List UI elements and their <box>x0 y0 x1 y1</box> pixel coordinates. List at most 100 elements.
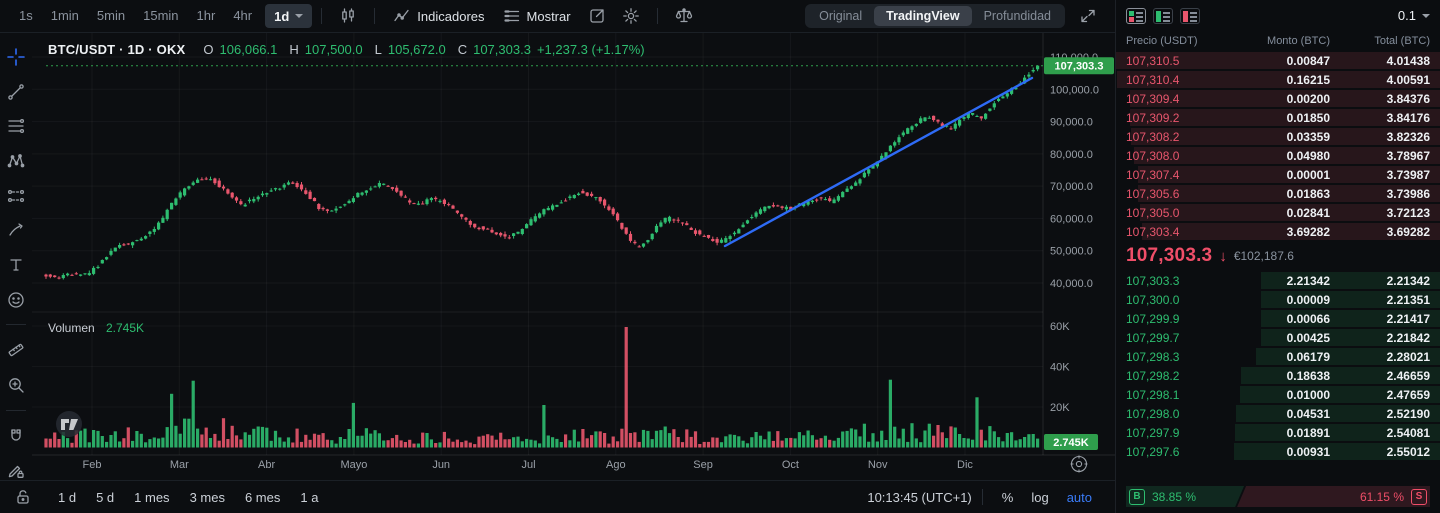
log-scale-button[interactable]: log <box>1031 489 1049 505</box>
indicators-button[interactable]: Indicadores <box>384 7 493 25</box>
brush-icon[interactable] <box>6 221 26 241</box>
total: 3.72123 <box>1386 205 1430 220</box>
close-value: 107,303.3 <box>473 42 531 57</box>
ask-row[interactable]: 107,308.0 0.04980 3.78967 <box>1116 146 1440 165</box>
range-1d[interactable]: 1 d <box>58 489 77 505</box>
fib-lines-icon[interactable] <box>6 117 26 137</box>
ask-row[interactable]: 107,305.6 0.01863 3.73986 <box>1116 184 1440 203</box>
range-1mes[interactable]: 1 mes <box>134 489 170 505</box>
volume-label: Volumen <box>48 321 95 335</box>
scale-icon <box>675 7 693 25</box>
emoji-icon[interactable] <box>6 290 26 310</box>
last-price-row[interactable]: 107,303.3 ↓ €102,187.6 <box>1116 241 1440 271</box>
timeframe-4hr[interactable]: 4hr <box>233 8 253 23</box>
view-tab-profundidad[interactable]: Profundidad <box>983 9 1051 23</box>
timeframe-1s[interactable]: 1s <box>19 8 33 23</box>
range-buttons: 1 d 5 d 1 mes 3 mes 6 mes 1 a <box>48 490 328 505</box>
chart-area[interactable]: BTC/USDT · 1D · OKX O 106,066.1 H 107,500.… <box>32 33 1115 480</box>
text-icon[interactable] <box>6 255 26 275</box>
bid-row[interactable]: 107,299.7 0.00425 2.21842 <box>1116 328 1440 347</box>
range-6mes[interactable]: 6 mes <box>244 489 281 505</box>
depth-bar <box>1116 71 1440 88</box>
price: 107,305.6 <box>1126 186 1180 201</box>
ask-row[interactable]: 107,303.4 3.69282 3.69282 <box>1116 222 1440 241</box>
price: 107,297.6 <box>1126 444 1180 459</box>
ask-row[interactable]: 107,308.2 0.03359 3.82326 <box>1116 127 1440 146</box>
axis-settings-icon[interactable] <box>1070 455 1088 473</box>
trend-line-drawing[interactable] <box>723 76 1034 248</box>
precision-dropdown[interactable]: 0.1 <box>1398 8 1430 23</box>
forecast-icon[interactable] <box>6 186 26 206</box>
compare-scale-button[interactable] <box>667 7 701 25</box>
timeframe-1min[interactable]: 1min <box>50 8 79 23</box>
divider <box>656 8 658 24</box>
asks-list: 107,310.5 0.00847 4.01438 107,310.4 0.16… <box>1116 51 1440 241</box>
orderbook-view-asks-icon[interactable] <box>1180 7 1200 24</box>
ask-row[interactable]: 107,309.4 0.00200 3.84376 <box>1116 89 1440 108</box>
clock[interactable]: 10:13:45 (UTC+1) <box>867 489 972 505</box>
unlock-icon[interactable] <box>14 488 32 506</box>
ask-row[interactable]: 107,307.4 0.00001 3.73987 <box>1116 165 1440 184</box>
bid-row[interactable]: 107,298.2 0.18638 2.46659 <box>1116 366 1440 385</box>
ask-row[interactable]: 107,305.0 0.02841 3.72123 <box>1116 203 1440 222</box>
buy-ratio: B 38.85 % <box>1126 486 1244 507</box>
depth-bar <box>1129 109 1440 126</box>
bid-row[interactable]: 107,299.9 0.00066 2.21417 <box>1116 309 1440 328</box>
fullscreen-button[interactable] <box>1071 7 1105 25</box>
range-3mes[interactable]: 3 mes <box>189 489 225 505</box>
xabcd-pattern-icon[interactable] <box>6 151 26 171</box>
price: 107,299.7 <box>1126 330 1180 345</box>
ruler-icon[interactable] <box>6 340 26 360</box>
amount: 3.69282 <box>1286 224 1330 239</box>
total: 3.82326 <box>1386 129 1430 144</box>
bid-row[interactable]: 107,298.3 0.06179 2.28021 <box>1116 347 1440 366</box>
view-tab-original[interactable]: Original <box>819 9 863 23</box>
bid-row[interactable]: 107,300.0 0.00009 2.21351 <box>1116 290 1440 309</box>
svg-text:50,000.0: 50,000.0 <box>1050 246 1093 258</box>
high-value: 107,500.0 <box>304 42 363 57</box>
timeframe-5min[interactable]: 5min <box>96 8 126 23</box>
ask-row[interactable]: 107,310.5 0.00847 4.01438 <box>1116 51 1440 70</box>
bid-row[interactable]: 107,297.9 0.01891 2.54081 <box>1116 423 1440 442</box>
export-button[interactable] <box>580 7 614 25</box>
bid-row[interactable]: 107,298.1 0.01000 2.47659 <box>1116 385 1440 404</box>
depth-bar <box>1139 204 1440 221</box>
amount: 0.01891 <box>1286 425 1330 440</box>
orderbook-view-both-icon[interactable] <box>1126 7 1146 24</box>
percent-scale-button[interactable]: % <box>1001 489 1014 505</box>
bid-row[interactable]: 107,298.0 0.04531 2.52190 <box>1116 404 1440 423</box>
depth-bar <box>1261 291 1440 308</box>
timeframe-active-button[interactable]: 1d <box>265 4 313 28</box>
x-axis-label: Oct <box>782 459 799 471</box>
display-settings-label: Mostrar <box>526 8 571 24</box>
candlestick-chart[interactable]: 110,000.0100,000.090,000.080,000.070,000… <box>32 33 1115 480</box>
chart-type-button[interactable] <box>331 7 365 25</box>
orderbook-header: 0.1 <box>1116 0 1440 31</box>
timeframe-1hr[interactable]: 1hr <box>196 8 216 23</box>
bid-row[interactable]: 107,303.3 2.21342 2.21342 <box>1116 271 1440 290</box>
zoom-in-icon[interactable] <box>6 375 26 395</box>
auto-scale-button[interactable]: auto <box>1066 489 1092 505</box>
svg-text:100,000.0: 100,000.0 <box>1050 84 1099 96</box>
display-settings-button[interactable]: Mostrar <box>494 7 580 25</box>
drawing-tools-rail <box>0 33 32 480</box>
svg-text:20K: 20K <box>1050 402 1070 414</box>
view-tab-tradingview[interactable]: TradingView <box>874 6 972 26</box>
trend-line-icon[interactable] <box>6 82 26 102</box>
settings-button[interactable] <box>614 7 648 25</box>
range-5d[interactable]: 5 d <box>96 489 115 505</box>
chevron-down-icon <box>1422 13 1430 18</box>
buy-badge: B <box>1129 489 1145 505</box>
ask-row[interactable]: 107,309.2 0.01850 3.84176 <box>1116 108 1440 127</box>
draw-lock-icon[interactable] <box>6 460 26 480</box>
amount: 0.00847 <box>1286 53 1330 68</box>
range-1a[interactable]: 1 a <box>300 489 319 505</box>
timeframe-15min[interactable]: 15min <box>143 8 179 23</box>
crosshair-icon[interactable] <box>6 47 26 67</box>
amount: 0.04980 <box>1286 148 1330 163</box>
magnet-icon[interactable] <box>6 426 26 446</box>
ask-row[interactable]: 107,310.4 0.16215 4.00591 <box>1116 70 1440 89</box>
orderbook-view-bids-icon[interactable] <box>1153 7 1173 24</box>
bid-row[interactable]: 107,297.6 0.00931 2.55012 <box>1116 442 1440 461</box>
price: 107,300.0 <box>1126 292 1180 307</box>
